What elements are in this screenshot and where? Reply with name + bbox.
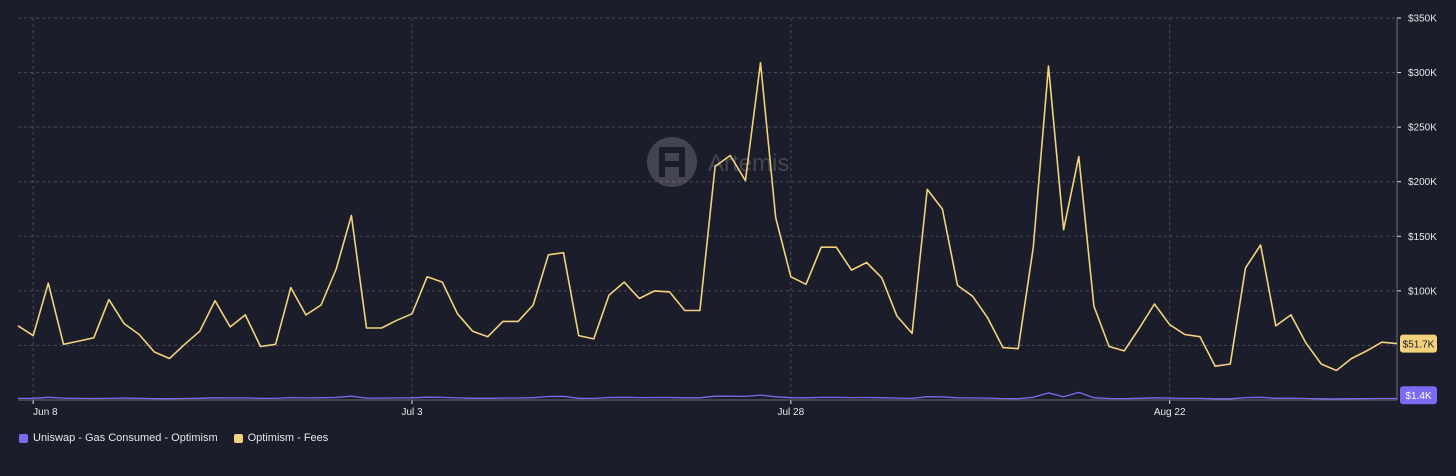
series	[17, 61, 1398, 400]
x-tick-label: Jul 28	[778, 407, 805, 418]
series-line-fees[interactable]	[17, 61, 1398, 372]
end-labels: $51.7K $1.4K	[1400, 334, 1437, 405]
legend-swatch-gas	[19, 433, 28, 443]
end-label-fees: $51.7K	[1400, 334, 1437, 353]
end-label-text-fees: $51.7K	[1403, 340, 1435, 351]
legend-item-fees[interactable]: Optimism - Fees	[233, 432, 329, 444]
artemis-logo-icon	[647, 137, 697, 187]
y-tick-label: $250K	[1408, 123, 1437, 134]
x-tick-label: Aug 22	[1154, 407, 1186, 418]
series-line-gas[interactable]	[17, 391, 1397, 400]
y-tick-label: $150K	[1408, 232, 1437, 243]
legend-label-gas: Uniswap - Gas Consumed - Optimism	[33, 432, 218, 444]
x-tick-label: Jun 8	[33, 407, 58, 418]
y-tick-label: $350K	[1408, 14, 1437, 25]
y-tick-label: $100K	[1408, 286, 1437, 297]
y-tick-label: $200K	[1408, 177, 1437, 188]
axes: $350K $300K $250K $200K $150K $100K Jun 8 Jul 3…	[18, 14, 1437, 418]
x-tick-label: Jul 3	[401, 407, 423, 418]
end-label-text-gas: $1.4K	[1405, 391, 1431, 402]
legend-label-fees: Optimism - Fees	[247, 432, 329, 444]
y-tick-label: $300K	[1408, 68, 1437, 79]
artemis-watermark: Artemis	[647, 137, 789, 187]
legend-item-gas[interactable]: Uniswap - Gas Consumed - Optimism	[19, 432, 218, 444]
end-label-gas: $1.4K	[1400, 386, 1437, 405]
legend: Uniswap - Gas Consumed - Optimism Optimi…	[19, 432, 328, 444]
legend-swatch-fees	[233, 433, 243, 443]
